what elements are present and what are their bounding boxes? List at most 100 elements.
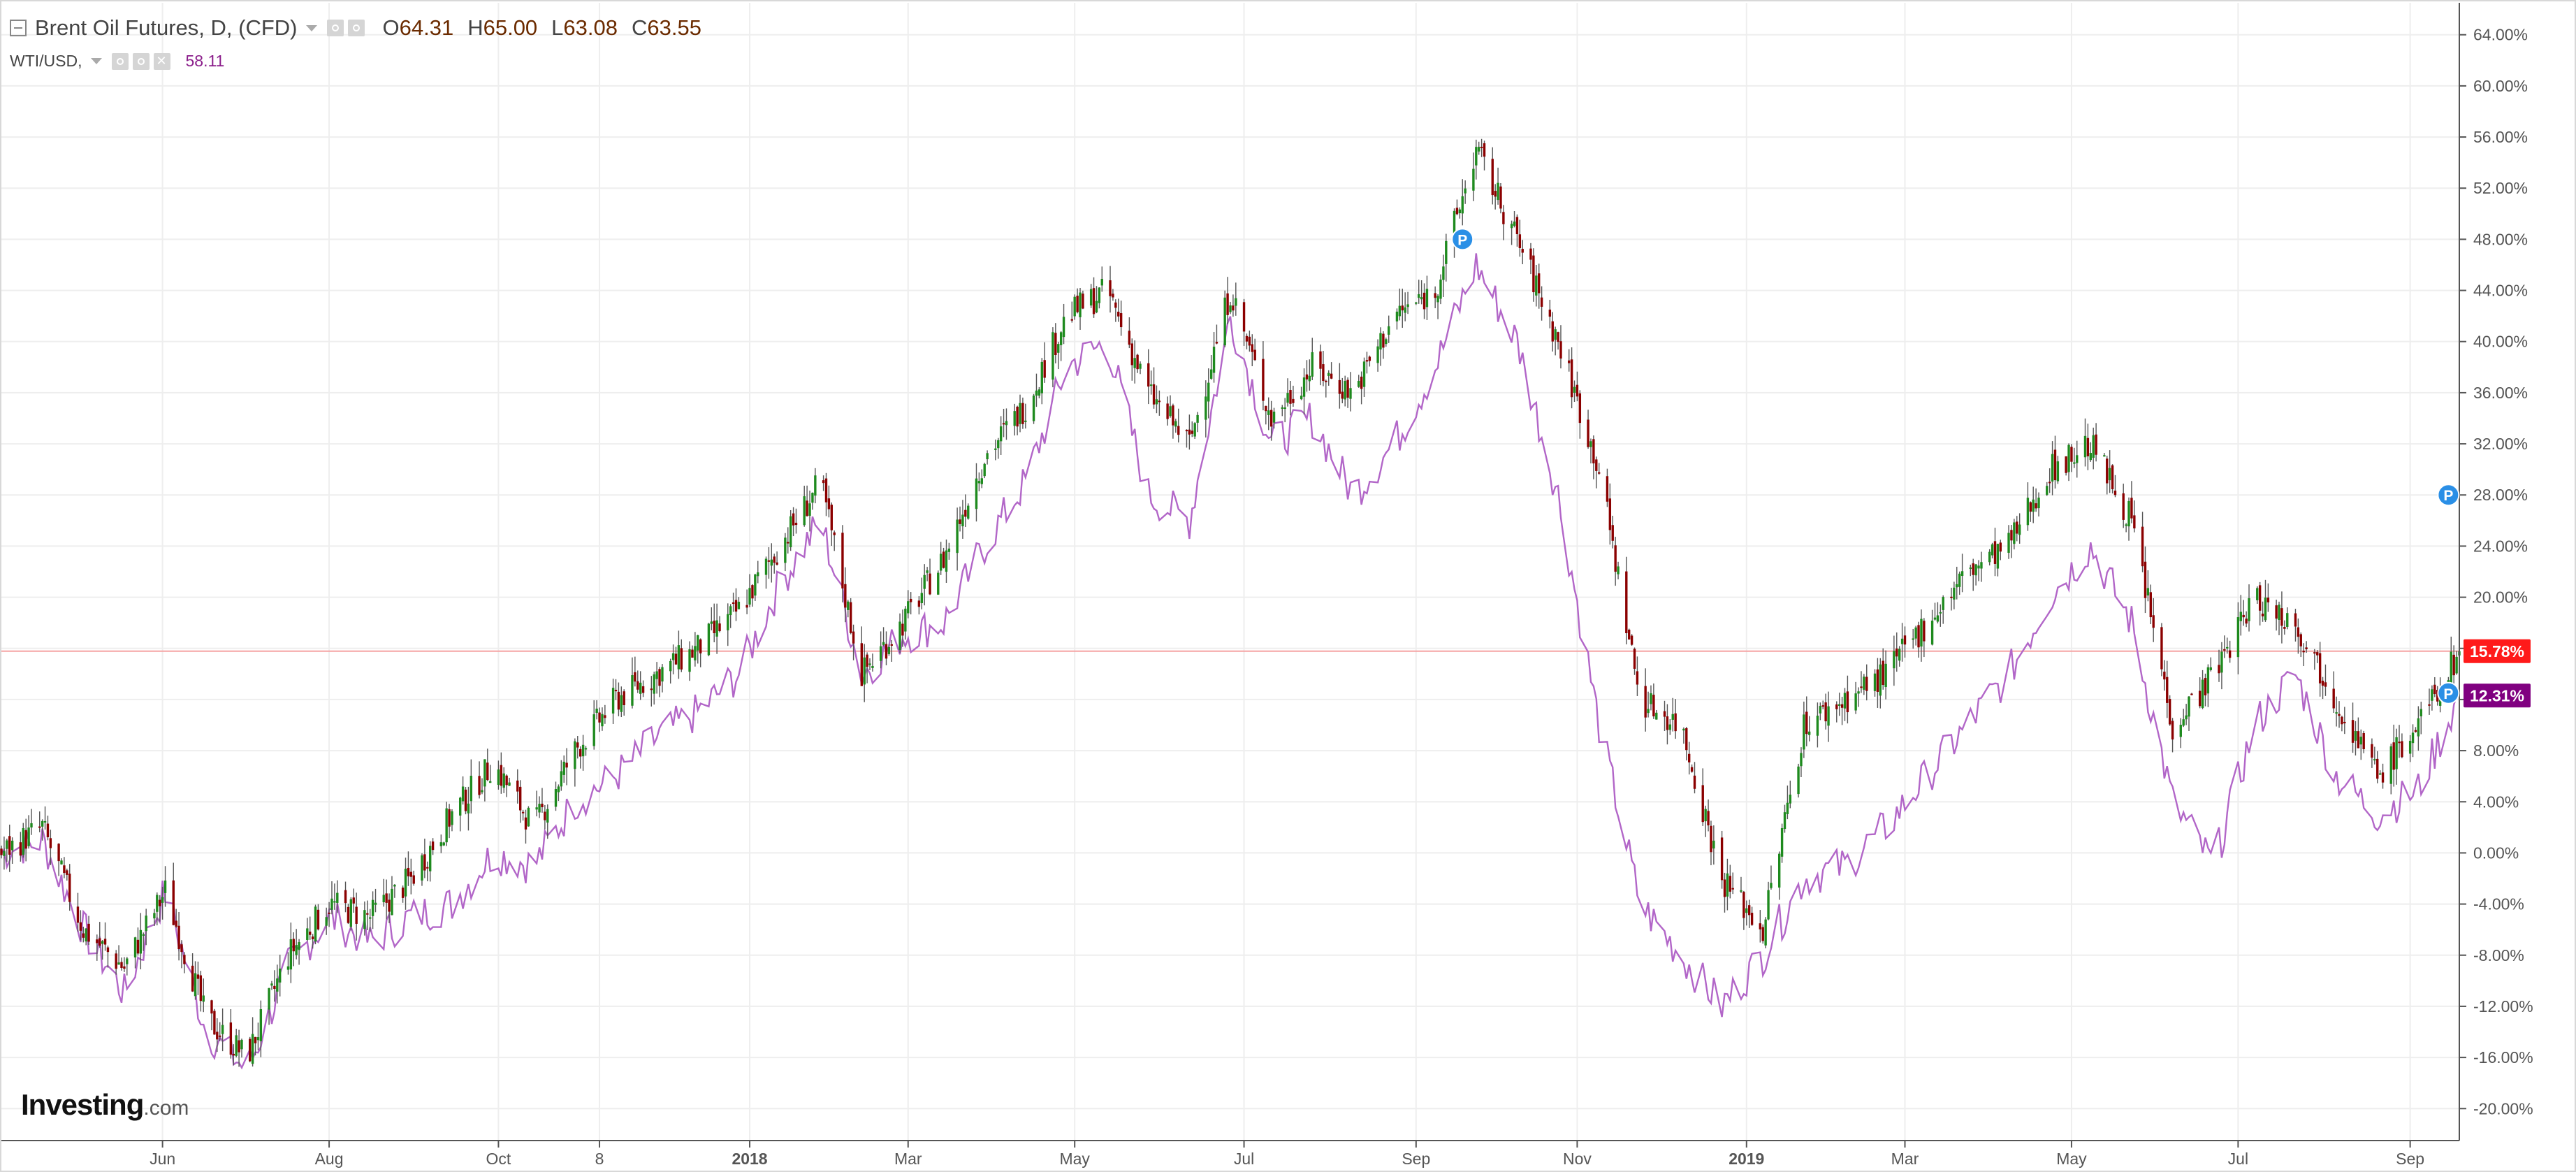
- candle-body: [295, 945, 298, 955]
- event-marker[interactable]: [2437, 681, 2460, 704]
- candle-body: [757, 572, 759, 577]
- x-tick-label: 8: [595, 1150, 604, 1168]
- candle-body: [1128, 331, 1131, 345]
- candle-body: [1174, 421, 1177, 427]
- chevron-down-icon[interactable]: [90, 58, 102, 64]
- candle-body: [232, 1053, 235, 1056]
- candle-body: [1494, 191, 1497, 197]
- candle-body: [10, 840, 14, 851]
- candle-body: [808, 503, 811, 516]
- candle-body: [1712, 840, 1715, 849]
- candle-body: [1980, 562, 1983, 569]
- price-badge: [2464, 639, 2531, 663]
- candle-body: [221, 1025, 224, 1034]
- candle-body: [139, 929, 143, 954]
- candle-body: [2395, 737, 2398, 769]
- candle-body: [1406, 304, 1409, 308]
- candle-body: [1693, 775, 1696, 789]
- candle-body: [63, 865, 66, 874]
- gear-icon[interactable]: [132, 52, 150, 70]
- y-tick-label: 0.00%: [2473, 844, 2519, 862]
- candle-body: [1040, 361, 1043, 393]
- eye-icon[interactable]: [111, 52, 129, 70]
- candle-body: [1464, 188, 1467, 194]
- x-tick-label: May: [1059, 1150, 1090, 1168]
- candle-body: [849, 602, 852, 633]
- candle-body: [1114, 302, 1117, 308]
- candle-body: [737, 602, 741, 609]
- candle-body: [175, 920, 177, 927]
- candle-body: [461, 786, 465, 802]
- y-tick-label: 24.00%: [2473, 537, 2528, 555]
- candle-body: [238, 1040, 240, 1052]
- y-tick-label: 44.00%: [2473, 282, 2528, 300]
- candle-body: [2343, 721, 2346, 723]
- candle-body: [715, 620, 718, 637]
- legend-compare: WTI/USD, 58.11: [10, 52, 224, 71]
- candle-body: [2283, 627, 2286, 629]
- candle-body: [352, 897, 355, 904]
- candle-body: [133, 937, 137, 957]
- candle-body: [1019, 403, 1021, 424]
- collapse-icon[interactable]: [10, 20, 27, 36]
- candle-body: [2433, 684, 2436, 695]
- candle-body: [2354, 731, 2357, 741]
- candle-body: [330, 898, 333, 910]
- candle-body: [1956, 584, 1958, 588]
- event-marker[interactable]: [1451, 228, 1474, 251]
- candle-body: [439, 842, 443, 846]
- gear-icon[interactable]: [347, 20, 365, 36]
- candle-body: [1767, 890, 1770, 920]
- candle-body: [2302, 651, 2305, 653]
- y-tick-label: 60.00%: [2473, 77, 2528, 95]
- candle-body: [24, 830, 27, 849]
- candle-body: [1747, 905, 1751, 916]
- candle-body: [401, 888, 405, 898]
- candle-body: [658, 669, 661, 686]
- event-marker[interactable]: [2437, 484, 2460, 507]
- close-icon[interactable]: [153, 52, 170, 70]
- candle-body: [1930, 621, 1934, 645]
- candle-body: [898, 621, 901, 650]
- candle-body: [1341, 391, 1344, 399]
- candle-body: [827, 498, 831, 509]
- candle-body: [794, 522, 798, 526]
- candle-body: [1305, 374, 1309, 379]
- candle-body: [2206, 667, 2210, 694]
- candle-body: [1917, 625, 1920, 648]
- candle-body: [1920, 618, 1923, 647]
- candle-body: [2256, 588, 2259, 600]
- chevron-down-icon[interactable]: [305, 24, 317, 31]
- candle-body: [674, 653, 678, 665]
- candle-body: [2245, 618, 2248, 624]
- eye-icon[interactable]: [326, 20, 344, 36]
- candle-body: [1578, 393, 1582, 424]
- candle-body: [259, 1009, 263, 1041]
- candle-body: [1038, 389, 1041, 396]
- candle-body: [1819, 706, 1822, 714]
- candle-body: [371, 899, 374, 916]
- candle-body: [2163, 672, 2166, 680]
- candle-body: [1344, 380, 1346, 400]
- candle-body: [634, 672, 636, 682]
- candle-body: [249, 1039, 252, 1062]
- x-tick-label: Aug: [315, 1150, 344, 1168]
- event-markers[interactable]: P P P: [1451, 228, 2460, 704]
- candle-body: [85, 928, 87, 942]
- candle-body: [1876, 669, 1879, 692]
- candle-body: [1674, 713, 1677, 732]
- candle-body: [945, 550, 948, 572]
- candle-body: [1422, 292, 1426, 310]
- candle-body: [641, 686, 645, 693]
- candle-body: [544, 811, 546, 820]
- close-value: 63.55: [647, 15, 701, 40]
- candle-body: [1445, 240, 1448, 264]
- candle-body: [344, 890, 347, 904]
- candle-body: [959, 519, 961, 524]
- candle-body: [961, 514, 964, 527]
- candle-body: [1644, 686, 1647, 718]
- candle-body: [1289, 390, 1292, 404]
- candle-body: [270, 983, 273, 986]
- candle-body: [1070, 319, 1073, 321]
